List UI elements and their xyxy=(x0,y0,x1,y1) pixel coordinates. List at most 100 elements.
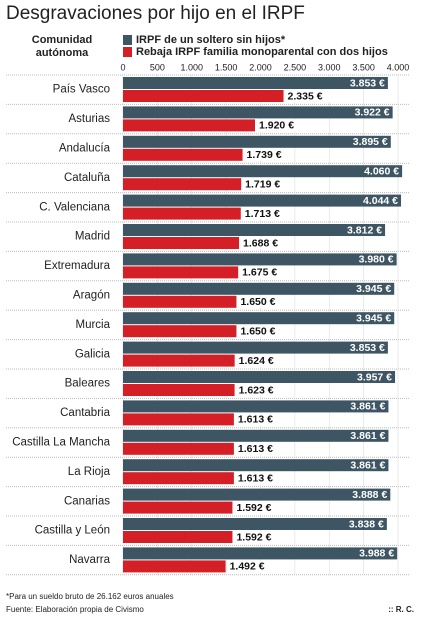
value-label-box xyxy=(234,442,281,455)
bar xyxy=(123,135,391,148)
value-label: 1.613 € xyxy=(238,414,273,426)
y-tick-label: Asturias xyxy=(68,113,110,125)
bar xyxy=(123,429,389,442)
value-label-box xyxy=(235,384,282,396)
value-label: 1.719 € xyxy=(245,178,280,190)
bar xyxy=(123,459,389,472)
credit: :: R. C. xyxy=(388,605,414,614)
y-tick-label: Castilla La Mancha xyxy=(12,437,110,449)
value-label: 3.861 € xyxy=(350,401,385,413)
y-tick-label: Cataluña xyxy=(64,172,111,184)
value-label: 4.044 € xyxy=(363,195,398,207)
bar xyxy=(123,178,242,191)
y-tick-label: Extremadura xyxy=(44,260,110,272)
x-tick-label: 3.000 xyxy=(318,62,341,72)
bar xyxy=(123,560,226,573)
category-header: autónoma xyxy=(36,47,89,59)
chart-title: Desgravaciones por hijo en el IRPF xyxy=(6,3,305,24)
y-tick-label: Andalucía xyxy=(59,143,111,155)
bar xyxy=(123,354,235,367)
value-label: 3.888 € xyxy=(352,489,387,501)
bar xyxy=(123,413,234,426)
value-label: 1.920 € xyxy=(259,120,294,132)
value-label: 3.838 € xyxy=(349,518,384,530)
bar xyxy=(123,531,233,543)
value-label: 1.613 € xyxy=(238,472,273,484)
value-label: 3.861 € xyxy=(350,430,385,442)
source: Fuente: Elaboración propia de Civismo xyxy=(6,605,144,614)
bar xyxy=(123,224,386,236)
x-tick-label: 2.000 xyxy=(249,62,272,72)
value-label: 1.624 € xyxy=(239,355,274,367)
value-label-box xyxy=(237,325,284,338)
value-label: 1.650 € xyxy=(240,296,275,308)
value-label: 3.853 € xyxy=(350,77,385,89)
legend-swatch xyxy=(123,47,132,57)
bar xyxy=(123,442,234,455)
value-label: 3.812 € xyxy=(347,224,382,236)
value-label: 2.335 € xyxy=(288,90,323,102)
value-label: 3.945 € xyxy=(356,312,391,324)
y-tick-label: Baleares xyxy=(65,378,111,390)
x-tick-label: 3.500 xyxy=(352,62,375,72)
value-label-box xyxy=(234,472,281,485)
y-tick-label: La Rioja xyxy=(68,466,111,478)
bar xyxy=(123,282,395,295)
value-label-box xyxy=(284,90,331,102)
bar xyxy=(123,194,402,207)
bar xyxy=(123,518,387,530)
value-label-box xyxy=(237,295,284,308)
bar xyxy=(123,165,403,178)
bar xyxy=(123,148,243,161)
value-label: 1.592 € xyxy=(236,502,271,514)
bar xyxy=(123,312,395,325)
x-tick-label: 1.000 xyxy=(180,62,203,72)
value-label: 1.492 € xyxy=(230,561,265,573)
value-label: 1.613 € xyxy=(238,443,273,455)
bar xyxy=(123,295,237,308)
value-label-box xyxy=(235,354,282,367)
legend-label: IRPF de un soltero sin hijos* xyxy=(136,34,286,46)
value-label: 1.713 € xyxy=(245,208,280,220)
bar xyxy=(123,472,234,485)
y-tick-label: Castilla y León xyxy=(35,525,110,537)
value-label: 3.895 € xyxy=(353,136,388,148)
value-label-box xyxy=(226,560,273,573)
value-label: 3.922 € xyxy=(355,107,390,119)
y-tick-label: Canarias xyxy=(64,495,110,507)
value-label: 3.988 € xyxy=(359,548,394,560)
value-label-box xyxy=(239,266,286,279)
y-tick-label: Cantabria xyxy=(60,407,110,419)
bar xyxy=(123,400,389,413)
x-tick-label: 1.500 xyxy=(215,62,238,72)
value-label: 1.739 € xyxy=(247,149,282,161)
value-label-box xyxy=(256,119,302,132)
y-tick-label: C. Valenciana xyxy=(39,201,110,213)
y-tick-label: País Vasco xyxy=(53,84,110,96)
value-label: 3.861 € xyxy=(350,459,385,471)
value-label: 4.060 € xyxy=(364,165,399,177)
y-tick-label: Murcia xyxy=(75,319,110,331)
x-tick-label: 500 xyxy=(150,62,165,72)
x-tick-label: 2.500 xyxy=(284,62,307,72)
y-tick-label: Galicia xyxy=(75,348,111,360)
x-tick-label: 4.000 xyxy=(387,62,410,72)
legend-swatch xyxy=(123,35,132,45)
value-label-box xyxy=(240,237,287,249)
value-label: 1.623 € xyxy=(239,384,274,396)
bar xyxy=(123,77,388,89)
value-label: 1.650 € xyxy=(240,325,275,337)
bar xyxy=(123,253,397,266)
legend-label: Rebaja IRPF familia monoparental con dos… xyxy=(136,46,388,58)
value-label-box xyxy=(234,413,281,426)
value-label-box xyxy=(242,178,289,191)
footnote: *Para un sueldo bruto de 26.162 euros an… xyxy=(6,592,174,601)
value-label: 1.675 € xyxy=(242,267,277,279)
bar xyxy=(123,90,284,102)
bar xyxy=(123,119,255,132)
bar xyxy=(123,488,391,501)
value-label: 3.853 € xyxy=(350,342,385,354)
value-label-box xyxy=(233,531,280,543)
bar xyxy=(123,325,237,338)
value-label-box xyxy=(243,148,290,161)
